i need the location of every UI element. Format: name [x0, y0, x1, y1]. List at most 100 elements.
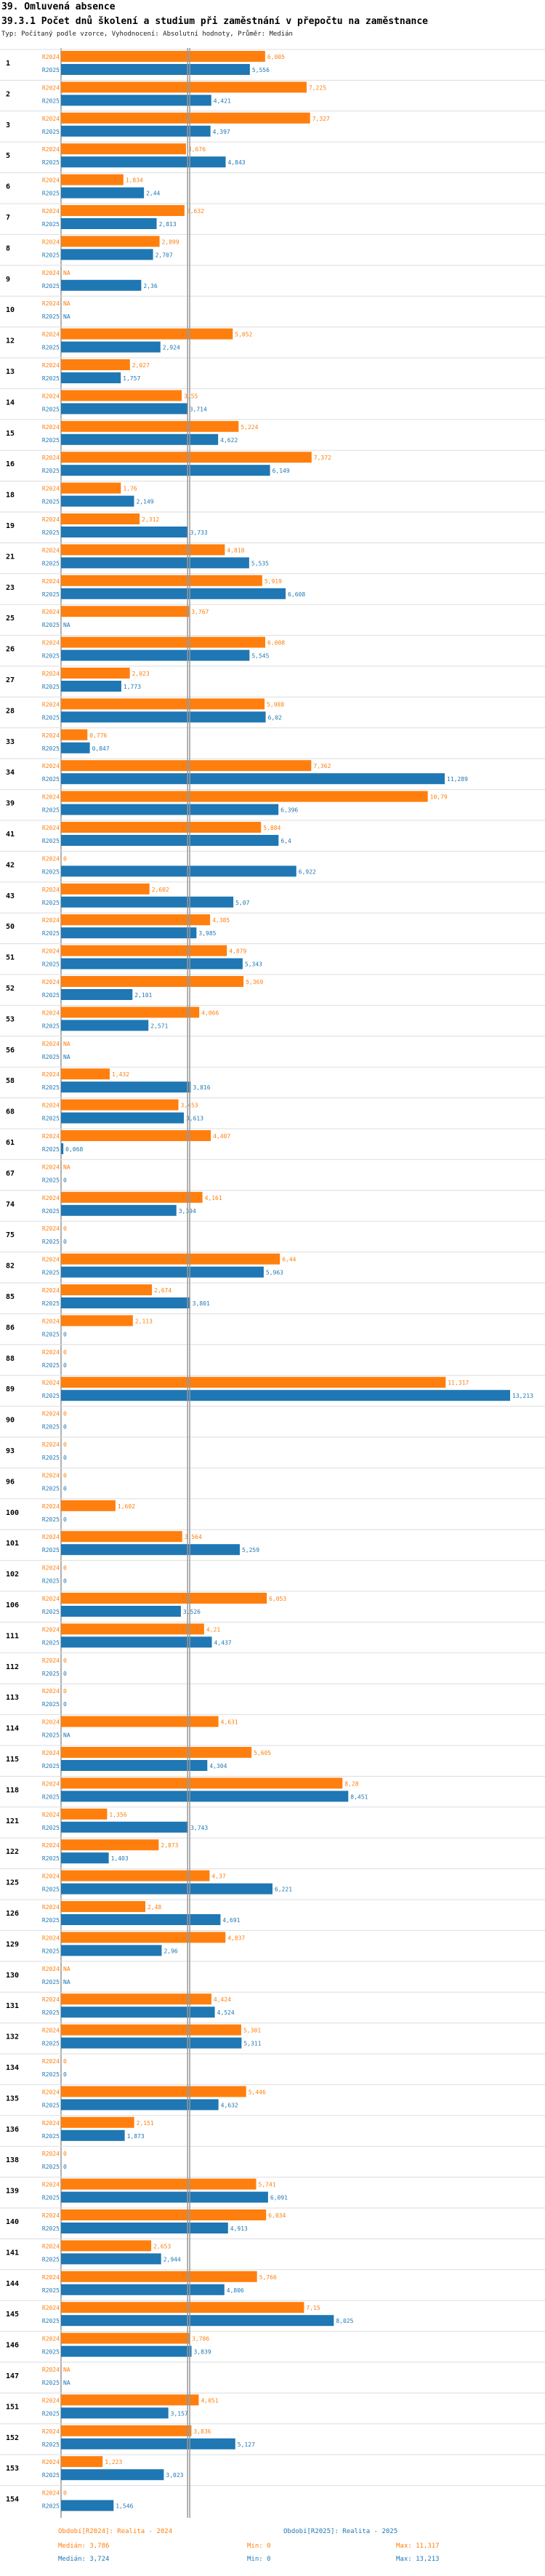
- bar-r2024: [61, 1870, 210, 1881]
- category-label: 9: [6, 276, 10, 284]
- value-label-r2024: 1,834: [126, 177, 143, 184]
- series-label-r2025: R2025: [42, 2071, 60, 2078]
- value-label-r2024: 2,899: [162, 239, 179, 245]
- chart-subtitle: 39.3.1 Počet dnů školení a studium při z…: [1, 16, 428, 27]
- category-label: 134: [6, 2064, 19, 2072]
- value-label-r2024: 1,356: [109, 1812, 126, 1818]
- bar-r2024: [61, 760, 312, 772]
- value-label-r2024: 7,15: [306, 2305, 320, 2311]
- bar-r2024: [61, 1007, 200, 1018]
- value-label-r2024: 3,676: [188, 146, 206, 153]
- median-2024: Medián: 3,786: [58, 2543, 110, 2550]
- series-label-r2024: R2024: [42, 640, 60, 647]
- category-label: 113: [6, 1694, 19, 1702]
- value-label-r2024: NA: [63, 1041, 70, 1047]
- category-label: 139: [6, 2188, 19, 2196]
- series-label-r2025: R2025: [42, 2349, 60, 2356]
- value-label-r2025: NA: [63, 2380, 70, 2386]
- series-label-r2024: R2024: [42, 208, 60, 215]
- bar-r2025: [61, 218, 157, 229]
- value-label-r2024: 4,424: [214, 1996, 231, 2003]
- series-label-r2024: R2024: [42, 177, 60, 184]
- value-label-r2024: 10,79: [430, 794, 448, 801]
- value-label-r2025: NA: [63, 1979, 70, 1985]
- value-label-r2024: 5,741: [259, 2182, 276, 2188]
- category-label: 112: [6, 1663, 19, 1671]
- value-label-r2024: 1,602: [118, 1503, 135, 1510]
- value-label-r2024: 4,161: [205, 1195, 222, 1201]
- series-label-r2024: R2024: [42, 2459, 60, 2465]
- series-label-r2025: R2025: [42, 2503, 60, 2510]
- series-label-r2024: R2024: [42, 979, 60, 985]
- series-label-r2024: R2024: [42, 2243, 60, 2249]
- series-label-r2025: R2025: [42, 345, 60, 351]
- category-label: 154: [6, 2496, 19, 2504]
- value-label-r2024: 0: [63, 2490, 67, 2497]
- category-label: 16: [6, 460, 15, 468]
- bar-r2025: [61, 1297, 190, 1308]
- series-label-r2024: R2024: [42, 1380, 60, 1386]
- category-label: 118: [6, 1786, 19, 1794]
- series-label-r2024: R2024: [42, 1009, 60, 1016]
- series-label-r2024: R2024: [42, 948, 60, 955]
- bar-r2024: [61, 482, 121, 494]
- bar-r2024: [61, 51, 265, 62]
- value-label-r2024: 3,767: [191, 609, 209, 615]
- series-label-r2025: R2025: [42, 1887, 60, 1893]
- bar-r2024: [61, 976, 244, 987]
- series-label-r2024: R2024: [42, 1164, 60, 1170]
- value-label-r2025: 0: [63, 1239, 67, 1245]
- value-label-r2024: 5,884: [263, 825, 280, 831]
- bar-r2025: [61, 835, 279, 846]
- value-label-r2025: 6,091: [270, 2195, 288, 2201]
- series-label-r2024: R2024: [42, 2428, 60, 2435]
- category-label: 152: [6, 2434, 19, 2442]
- value-label-r2025: 5,07: [235, 900, 249, 906]
- category-label: 41: [6, 831, 15, 839]
- category-label: 6: [6, 183, 10, 191]
- bar-r2024: [61, 544, 225, 556]
- value-label-r2025: NA: [63, 622, 70, 628]
- value-label-r2025: 2,571: [150, 1023, 168, 1029]
- bar-r2025: [61, 279, 142, 291]
- value-label-r2025: 4,843: [228, 159, 246, 166]
- category-label: 19: [6, 522, 15, 530]
- bar-r2025: [61, 465, 270, 476]
- series-label-r2024: R2024: [42, 2336, 60, 2343]
- category-label: 2: [6, 90, 10, 98]
- category-label: 89: [6, 1385, 15, 1393]
- value-label-r2024: 2,312: [142, 516, 159, 523]
- value-label-r2025: 3,743: [190, 1825, 208, 1831]
- category-label: 115: [6, 1756, 19, 1764]
- series-label-r2024: R2024: [42, 1565, 60, 1572]
- category-label: 56: [6, 1047, 15, 1055]
- series-label-r2025: R2025: [42, 1424, 60, 1431]
- series-label-r2024: R2024: [42, 270, 60, 276]
- series-label-r2025: R2025: [42, 159, 60, 166]
- value-label-r2024: 0: [63, 1349, 67, 1356]
- series-label-r2025: R2025: [42, 900, 60, 906]
- value-label-r2025: 3,714: [190, 406, 207, 412]
- bar-r2024: [61, 883, 150, 895]
- value-label-r2024: 3,632: [187, 208, 204, 215]
- series-label-r2024: R2024: [42, 732, 60, 739]
- value-label-r2025: 2,101: [134, 992, 152, 999]
- bar-r2025: [61, 527, 188, 537]
- value-label-r2025: NA: [63, 1054, 70, 1060]
- series-label-r2025: R2025: [42, 1917, 60, 1924]
- value-label-r2024: 6,034: [268, 2212, 286, 2219]
- category-label: 141: [6, 2249, 19, 2257]
- series-label-r2024: R2024: [42, 2028, 60, 2034]
- bar-r2025: [61, 495, 134, 507]
- bar-r2025: [61, 125, 211, 137]
- series-label-r2024: R2024: [42, 855, 60, 862]
- category-label: 39: [6, 800, 15, 808]
- series-label-r2025: R2025: [42, 2287, 60, 2294]
- bar-r2025: [61, 2253, 161, 2265]
- bar-r2024: [61, 822, 262, 833]
- value-label-r2025: 3,157: [171, 2410, 188, 2417]
- value-label-r2025: 5,556: [252, 67, 270, 73]
- series-label-r2024: R2024: [42, 1411, 60, 1417]
- value-label-r2025: 1,546: [116, 2503, 133, 2510]
- value-label-r2025: 5,535: [251, 560, 269, 567]
